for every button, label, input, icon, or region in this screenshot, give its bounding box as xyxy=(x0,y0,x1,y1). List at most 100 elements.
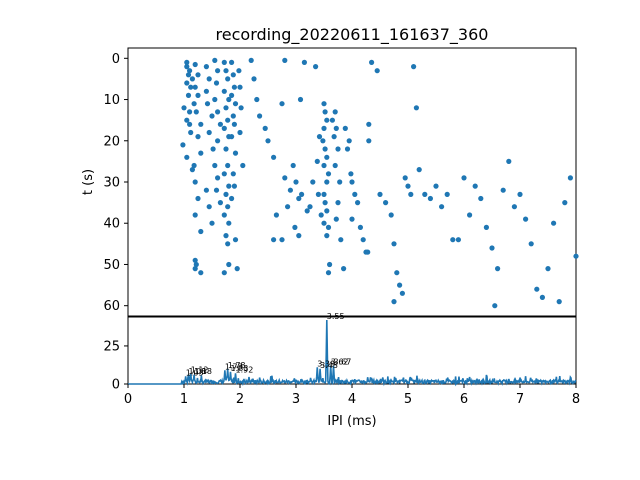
raster-point xyxy=(344,146,351,152)
raster-point xyxy=(346,138,352,144)
raster-point xyxy=(411,64,417,70)
raster-point xyxy=(215,68,221,74)
raster-point xyxy=(231,84,237,90)
raster-point xyxy=(478,195,484,202)
raster-point xyxy=(221,171,227,177)
raster-point xyxy=(192,257,198,263)
raster-point xyxy=(314,158,320,164)
raster-point xyxy=(231,121,237,127)
histogram-x-axis-label: IPI (ms) xyxy=(327,414,376,429)
raster-point xyxy=(324,154,330,160)
raster-point xyxy=(212,96,218,103)
raster-point xyxy=(203,64,209,70)
raster-point xyxy=(198,228,204,235)
histogram-x-tick-label: 8 xyxy=(572,392,580,407)
raster-point xyxy=(223,68,229,74)
raster-point xyxy=(212,57,218,64)
raster-point xyxy=(238,105,244,111)
histogram-y-tick-label: 25 xyxy=(103,339,120,354)
raster-point xyxy=(251,76,257,82)
raster-point xyxy=(320,138,326,144)
raster-point xyxy=(287,187,293,193)
raster-point xyxy=(337,179,343,185)
raster-point xyxy=(332,162,338,169)
raster-point xyxy=(567,175,574,181)
raster-point xyxy=(391,241,397,247)
raster-point xyxy=(325,224,332,230)
raster-point xyxy=(394,270,400,276)
raster-point xyxy=(231,183,237,189)
raster-point xyxy=(327,261,333,268)
raster-point xyxy=(296,195,302,202)
raster-points xyxy=(180,57,579,309)
raster-point xyxy=(444,191,450,197)
histogram-x-tick-label: 0 xyxy=(124,392,132,407)
raster-point xyxy=(296,233,302,239)
raster-point xyxy=(511,204,517,210)
raster-point xyxy=(299,191,305,197)
raster-point xyxy=(562,200,568,206)
histogram-x-tick-label: 5 xyxy=(404,392,412,407)
raster-y-tick-label: 30 xyxy=(103,176,120,191)
raster-point xyxy=(342,125,348,131)
raster-point xyxy=(206,129,212,136)
raster-point xyxy=(500,187,506,193)
raster-point xyxy=(551,220,557,226)
raster-point xyxy=(203,88,209,94)
raster-point xyxy=(461,175,467,181)
raster-point xyxy=(322,200,328,206)
raster-point xyxy=(192,212,198,218)
raster-point xyxy=(225,76,231,82)
ipi-histogram: 1.031.081.121.18 1.731.781.831.92 3.383.43… xyxy=(103,312,580,429)
raster-point xyxy=(221,212,227,218)
chart-title: recording_20220611_161637_360 xyxy=(216,25,489,45)
raster-point xyxy=(213,187,220,193)
raster-point xyxy=(301,59,307,65)
raster-point xyxy=(192,61,198,68)
raster-point xyxy=(184,117,190,123)
raster-point xyxy=(321,125,327,131)
raster-point xyxy=(321,191,327,197)
raster-point xyxy=(329,117,335,123)
histogram-x-tick-label: 4 xyxy=(348,392,356,407)
raster-point xyxy=(322,109,328,115)
raster-point xyxy=(388,212,394,218)
raster-point xyxy=(271,154,277,160)
raster-point xyxy=(189,167,195,173)
histogram-x-tick-label: 3 xyxy=(292,392,300,407)
raster-point xyxy=(483,224,489,230)
raster-point xyxy=(195,195,201,202)
raster-plot: 0 10 20 30 40 50 60 t (s) xyxy=(81,47,579,317)
raster-point xyxy=(203,187,209,193)
raster-point xyxy=(315,191,321,197)
raster-point xyxy=(528,241,534,247)
raster-point xyxy=(225,241,231,247)
raster-point xyxy=(206,76,212,82)
raster-point xyxy=(185,72,192,78)
raster-point xyxy=(204,101,211,107)
raster-point xyxy=(282,57,288,64)
raster-point xyxy=(335,200,341,206)
raster-point xyxy=(282,175,288,181)
raster-point xyxy=(188,129,194,136)
raster-point xyxy=(187,121,193,127)
raster-point xyxy=(348,171,354,177)
raster-point xyxy=(492,303,498,309)
raster-point xyxy=(472,183,478,189)
raster-point xyxy=(225,117,231,123)
raster-y-tick-label: 40 xyxy=(103,217,120,232)
peak-label: 1.78 xyxy=(228,361,246,370)
raster-point xyxy=(226,96,232,103)
raster-point xyxy=(221,59,227,65)
raster-point xyxy=(455,237,461,243)
raster-y-tick-label: 20 xyxy=(103,134,120,149)
raster-point xyxy=(229,92,235,98)
raster-point xyxy=(234,266,240,272)
raster-point xyxy=(332,109,338,115)
raster-point xyxy=(285,204,291,210)
peak-label: 3.55 xyxy=(327,312,345,321)
raster-point xyxy=(198,270,204,276)
raster-point xyxy=(225,162,231,169)
raster-point xyxy=(360,237,366,243)
histogram-x-tick-label: 6 xyxy=(460,392,468,407)
